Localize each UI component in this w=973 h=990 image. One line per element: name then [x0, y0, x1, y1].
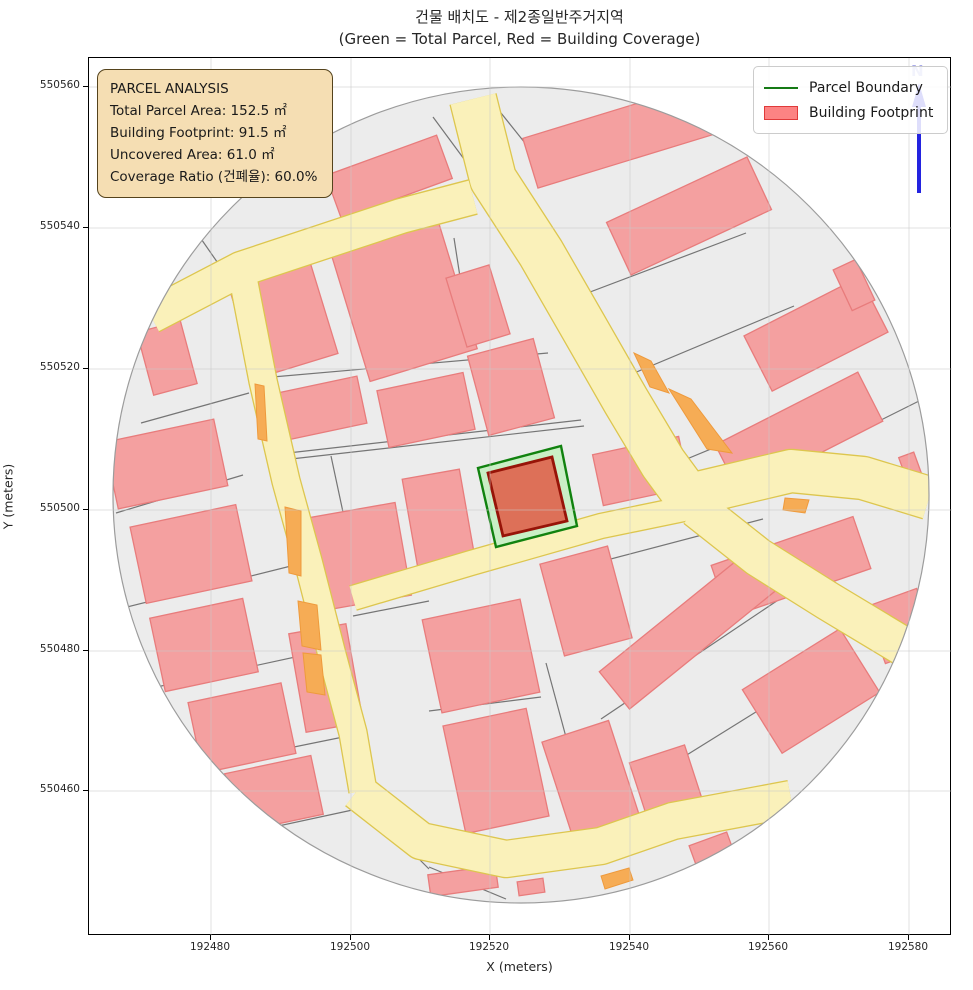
- building: [113, 418, 229, 510]
- x-tick-label: 192580: [887, 941, 929, 953]
- buildings: [113, 87, 929, 898]
- analysis-coverage-ratio: Coverage Ratio (건폐율): 60.0%: [110, 169, 318, 185]
- chart-subtitle: (Green = Total Parcel, Red = Building Co…: [338, 30, 701, 48]
- y-tick-mark: [83, 227, 88, 228]
- building: [376, 371, 476, 449]
- x-tick-mark: [350, 935, 351, 940]
- x-tick-mark: [629, 935, 630, 940]
- highlighted-building: [486, 455, 569, 538]
- building-footprint-patch-swatch: [764, 105, 798, 120]
- legend-item-building-footprint: Building Footprint: [764, 100, 937, 125]
- analysis-building-footprint: Building Footprint: 91.5 ㎡: [110, 125, 287, 141]
- building: [894, 303, 928, 349]
- building: [539, 545, 633, 657]
- plot-area: [88, 57, 952, 936]
- x-tick-mark: [489, 935, 490, 940]
- y-tick-mark: [83, 86, 88, 87]
- building: [129, 503, 253, 605]
- parcel-boundary-line-swatch: [764, 86, 798, 89]
- y-tick-label: 550540: [39, 220, 80, 232]
- x-tick-label: 192480: [189, 941, 231, 953]
- building: [187, 682, 297, 774]
- building: [445, 264, 511, 348]
- analysis-uncovered-area: Uncovered Area: 61.0 ㎡: [110, 147, 275, 163]
- building: [516, 877, 546, 897]
- x-tick-mark: [908, 935, 909, 940]
- gridlines: [89, 58, 952, 936]
- building: [421, 598, 541, 714]
- x-tick-mark: [768, 935, 769, 940]
- building: [466, 337, 556, 437]
- analysis-title: PARCEL ANALYSIS: [110, 81, 229, 97]
- roads: [142, 93, 929, 879]
- building: [741, 627, 881, 755]
- building: [832, 258, 876, 312]
- legend: Parcel Boundary Building Footprint: [753, 66, 948, 134]
- x-tick-label: 192500: [329, 941, 371, 953]
- x-tick-label: 192520: [468, 941, 510, 953]
- building: [148, 597, 260, 693]
- y-tick-mark: [83, 509, 88, 510]
- y-tick-mark: [83, 368, 88, 369]
- legend-item-parcel-boundary: Parcel Boundary: [764, 75, 937, 100]
- y-tick-label: 550560: [39, 79, 80, 91]
- map-canvas: [89, 58, 952, 936]
- legend-label: Building Footprint: [809, 104, 934, 121]
- x-axis-label: X (meters): [486, 959, 553, 974]
- building: [442, 707, 550, 835]
- road-building-overlaps: [254, 351, 810, 890]
- x-tick-mark: [210, 935, 211, 940]
- y-tick-label: 550520: [39, 361, 80, 373]
- y-axis-label: Y (meters): [0, 463, 16, 530]
- y-tick-label: 550480: [39, 643, 80, 655]
- y-tick-mark: [83, 790, 88, 791]
- x-tick-label: 192560: [747, 941, 789, 953]
- y-tick-mark: [83, 650, 88, 651]
- parcel-analysis-box: PARCEL ANALYSIS Total Parcel Area: 152.5…: [97, 69, 333, 198]
- analysis-total-area: Total Parcel Area: 152.5 ㎡: [110, 103, 287, 119]
- building: [605, 156, 773, 276]
- y-tick-label: 550460: [39, 783, 80, 795]
- y-tick-label: 550500: [39, 502, 80, 514]
- chart-title: 건물 배치도 - 제2종일반주거지역: [415, 8, 624, 26]
- x-tick-label: 192540: [608, 941, 650, 953]
- legend-label: Parcel Boundary: [809, 79, 923, 96]
